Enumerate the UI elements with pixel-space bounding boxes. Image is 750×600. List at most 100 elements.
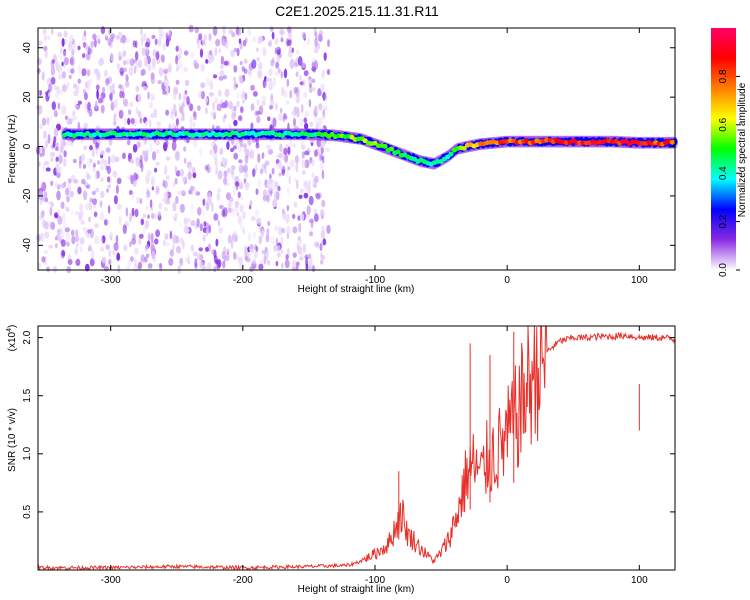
noise-dot bbox=[319, 242, 323, 252]
noise-dot bbox=[323, 104, 328, 112]
noise-dot bbox=[230, 147, 234, 153]
noise-dot bbox=[145, 149, 150, 156]
noise-dot bbox=[276, 245, 281, 253]
noise-dot bbox=[243, 58, 248, 65]
noise-dot bbox=[129, 101, 133, 107]
noise-dot bbox=[270, 93, 274, 101]
noise-dot bbox=[132, 144, 138, 153]
noise-dot bbox=[276, 190, 280, 201]
noise-dot bbox=[196, 218, 200, 228]
noise-dot bbox=[43, 190, 48, 199]
noise-dot bbox=[77, 100, 82, 105]
noise-dot bbox=[179, 168, 185, 177]
noise-dot bbox=[39, 212, 43, 218]
noise-dot bbox=[113, 242, 119, 251]
noise-dot bbox=[53, 127, 59, 137]
noise-dot bbox=[261, 100, 266, 106]
noise-dot bbox=[236, 100, 240, 108]
noise-dot bbox=[263, 163, 267, 170]
noise-dot bbox=[190, 244, 195, 252]
noise-dot bbox=[166, 175, 170, 180]
noise-dot bbox=[208, 92, 215, 97]
noise-dot bbox=[123, 244, 128, 252]
noise-dot bbox=[295, 71, 299, 77]
noise-dot bbox=[157, 211, 162, 217]
noise-dot bbox=[142, 150, 145, 159]
noise-dot bbox=[77, 121, 81, 130]
noise-dot bbox=[179, 203, 185, 213]
noise-dot bbox=[207, 196, 213, 206]
noise-dot bbox=[214, 170, 218, 176]
noise-dot bbox=[52, 140, 56, 148]
spectrogram-y-axis-label: Frequency (Hz) bbox=[7, 115, 18, 184]
noise-dot bbox=[229, 200, 233, 206]
noise-dot bbox=[246, 252, 251, 257]
noise-dot bbox=[66, 241, 70, 247]
noise-dot bbox=[223, 177, 228, 185]
noise-dot bbox=[306, 205, 311, 216]
noise-dot bbox=[245, 181, 248, 186]
noise-dot bbox=[224, 88, 230, 98]
noise-dot bbox=[298, 194, 303, 199]
noise-dot bbox=[307, 36, 311, 46]
noise-dot bbox=[241, 98, 246, 104]
y-tick-label: 0.5 bbox=[22, 505, 33, 519]
noise-dot bbox=[286, 167, 289, 178]
noise-dot bbox=[58, 74, 63, 80]
noise-dot bbox=[86, 69, 91, 77]
noise-dot bbox=[268, 81, 273, 91]
noise-dot bbox=[292, 252, 297, 258]
noise-dot bbox=[228, 29, 234, 34]
noise-dot bbox=[127, 117, 131, 126]
noise-dot bbox=[271, 31, 275, 40]
noise-dot bbox=[289, 58, 295, 69]
noise-dot bbox=[301, 31, 307, 40]
noise-dot bbox=[129, 256, 134, 262]
y-tick-label: 20 bbox=[22, 91, 33, 103]
noise-dot bbox=[250, 122, 254, 131]
noise-dot bbox=[75, 229, 79, 237]
noise-dot bbox=[100, 104, 105, 114]
noise-dot bbox=[63, 30, 68, 38]
noise-dot bbox=[50, 156, 54, 162]
noise-dot bbox=[172, 215, 177, 220]
noise-dot bbox=[110, 154, 116, 164]
noise-dot bbox=[193, 138, 198, 148]
noise-dot bbox=[158, 37, 162, 47]
noise-dot bbox=[308, 99, 312, 108]
noise-dot bbox=[200, 64, 205, 72]
chart-title: C2E1.2025.215.11.31.R11 bbox=[275, 3, 439, 19]
noise-dot bbox=[179, 48, 183, 55]
noise-dot bbox=[39, 123, 44, 130]
noise-dot bbox=[101, 256, 107, 264]
colorbar-tick-label: 0.2 bbox=[718, 214, 729, 228]
noise-dot bbox=[64, 115, 68, 120]
noise-dot bbox=[164, 165, 168, 175]
noise-dot bbox=[88, 78, 93, 84]
x-tick-label: -300 bbox=[101, 575, 121, 586]
noise-dot bbox=[321, 169, 325, 180]
noise-dot bbox=[107, 184, 112, 189]
noise-dot bbox=[74, 103, 78, 109]
noise-dot bbox=[171, 141, 177, 151]
noise-dot bbox=[144, 219, 150, 230]
noise-dot bbox=[170, 111, 175, 119]
noise-dot bbox=[205, 246, 209, 252]
noise-dot bbox=[314, 175, 319, 184]
noise-dot bbox=[239, 61, 243, 65]
noise-dot bbox=[264, 178, 267, 185]
noise-dot bbox=[282, 90, 288, 98]
noise-dot bbox=[240, 106, 244, 114]
noise-dot bbox=[58, 154, 63, 164]
noise-dot bbox=[212, 111, 217, 120]
noise-dot bbox=[216, 192, 220, 202]
noise-dot bbox=[183, 66, 188, 73]
x-tick-label: -300 bbox=[101, 275, 121, 286]
noise-dot bbox=[228, 207, 232, 214]
noise-dot bbox=[141, 36, 144, 47]
noise-dot bbox=[65, 231, 70, 241]
noise-dot bbox=[70, 57, 74, 64]
noise-dot bbox=[283, 113, 287, 118]
noise-dot bbox=[157, 80, 162, 85]
noise-dot bbox=[46, 78, 51, 84]
